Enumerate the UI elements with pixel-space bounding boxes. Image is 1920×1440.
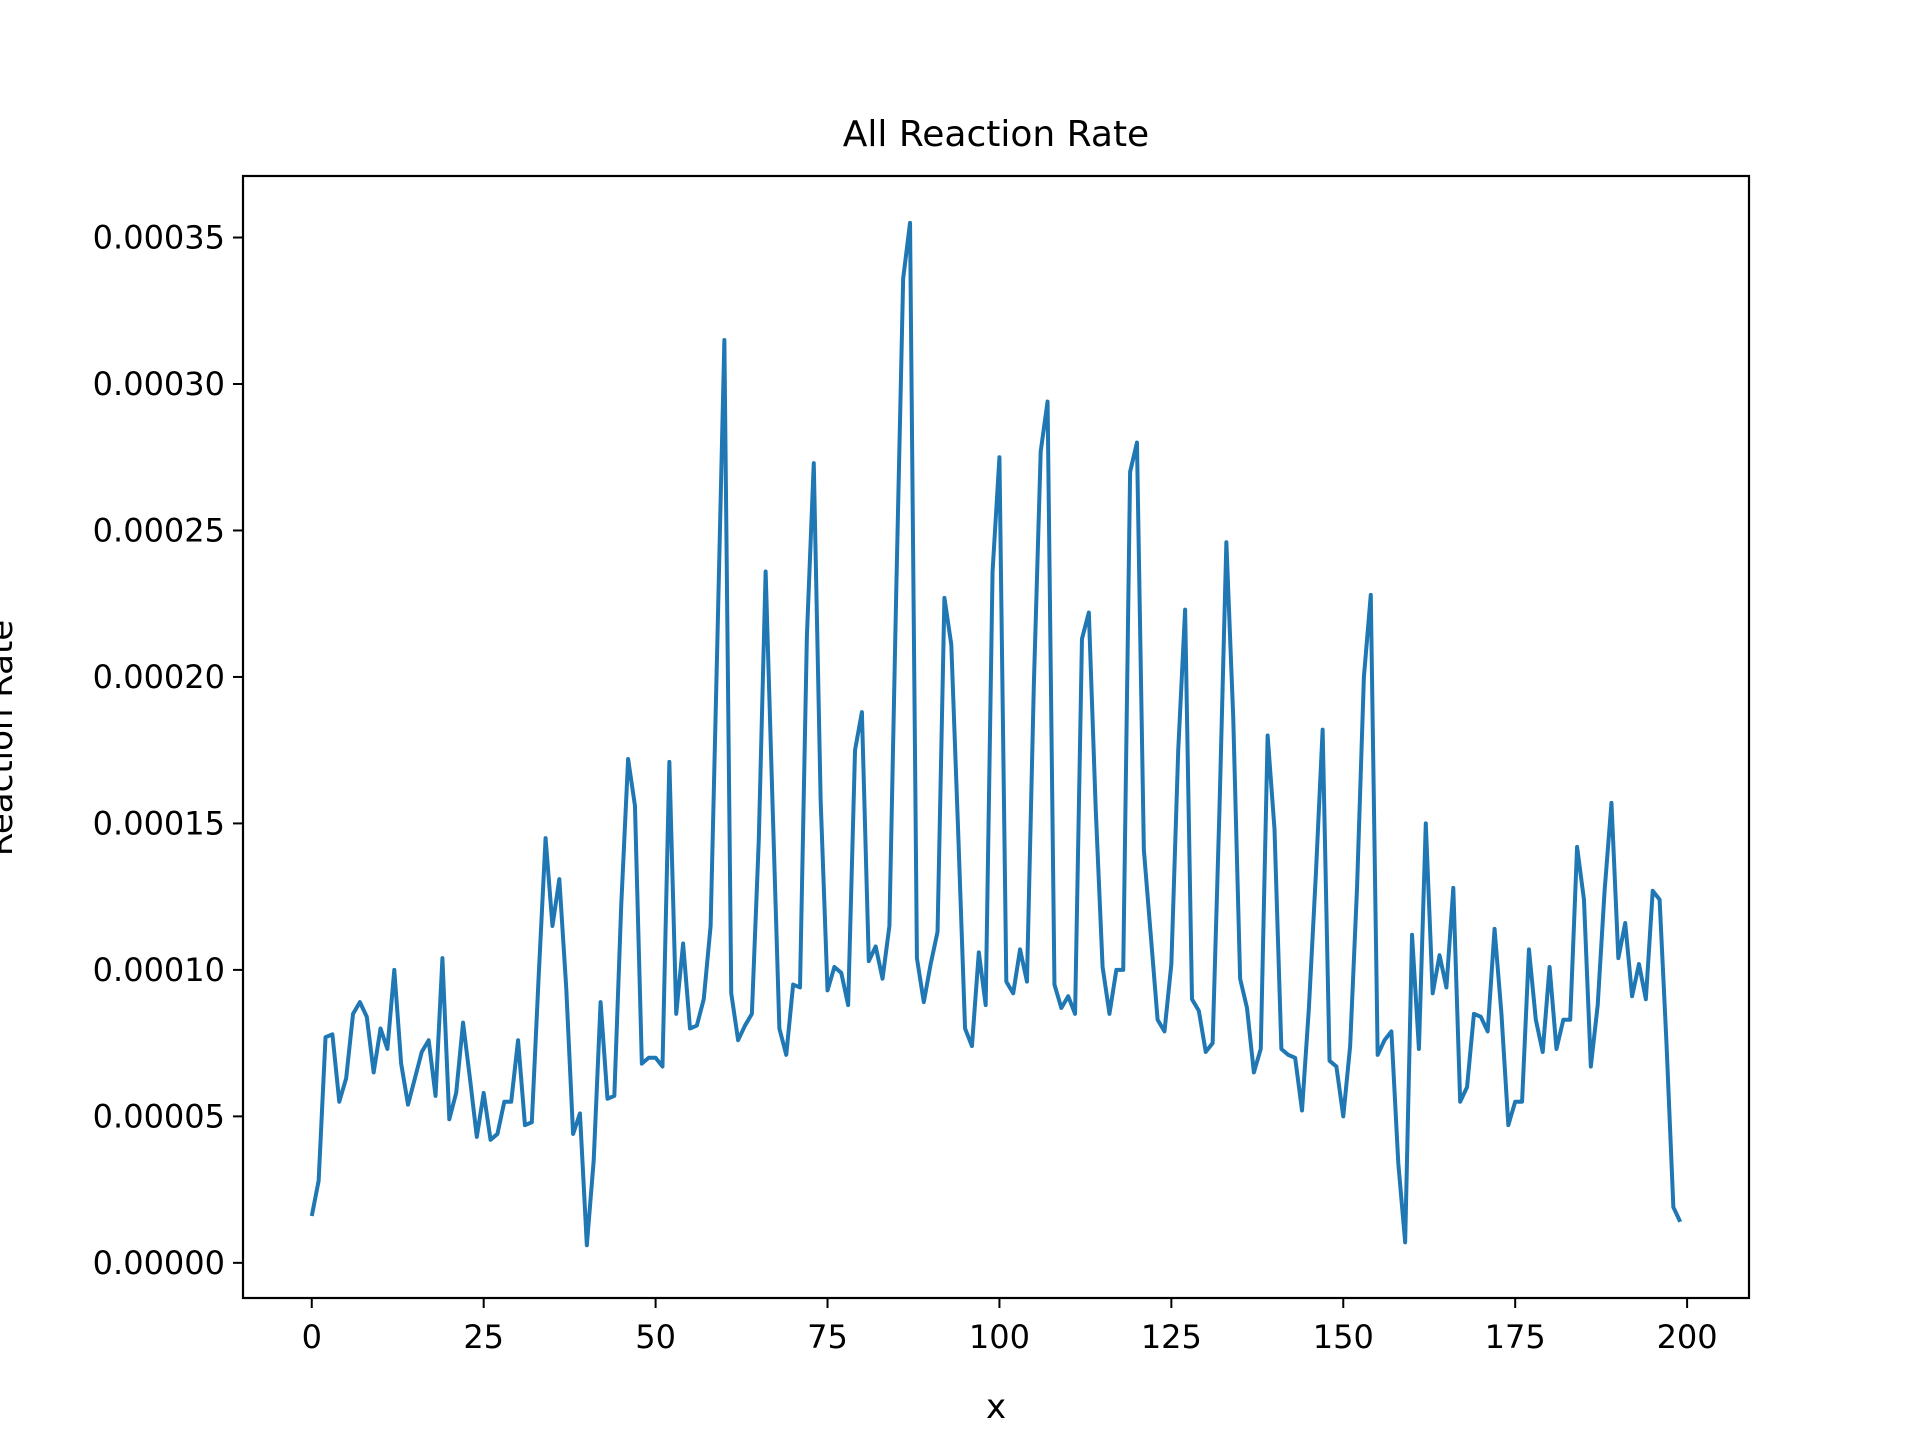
y-tick-label: 0.00000 xyxy=(93,1244,225,1282)
y-tick-label: 0.00010 xyxy=(93,951,225,989)
x-tick-label: 75 xyxy=(807,1318,848,1356)
y-axis-label: Reaction Rate xyxy=(0,620,21,856)
x-tick-label: 0 xyxy=(302,1318,322,1356)
x-tick-label: 175 xyxy=(1485,1318,1546,1356)
axes-frame xyxy=(241,174,1751,1300)
chart-title: All Reaction Rate xyxy=(843,114,1149,155)
y-tick-label: 0.00020 xyxy=(93,658,225,696)
x-tick-label: 125 xyxy=(1141,1318,1202,1356)
x-tick-label: 100 xyxy=(969,1318,1030,1356)
x-tick-label: 200 xyxy=(1657,1318,1718,1356)
x-tick-label: 25 xyxy=(463,1318,504,1356)
x-axis-label: x xyxy=(986,1387,1006,1427)
y-tick-label: 0.00030 xyxy=(93,365,225,403)
x-tick-label: 150 xyxy=(1313,1318,1374,1356)
x-tick-label: 50 xyxy=(635,1318,676,1356)
plot-area xyxy=(309,220,1683,1248)
y-tick-label: 0.00005 xyxy=(93,1097,225,1135)
y-axis: 0.00000 0.00005 0.00010 0.00015 0.00020 0.000… xyxy=(93,219,243,1282)
y-tick-label: 0.00025 xyxy=(93,511,225,549)
y-tick-label: 0.00015 xyxy=(93,804,225,842)
x-axis: 0 25 50 75 100 125 150 175 200 xyxy=(302,1298,1718,1356)
y-tick-label: 0.00035 xyxy=(93,219,225,257)
series-line xyxy=(309,220,1683,1248)
